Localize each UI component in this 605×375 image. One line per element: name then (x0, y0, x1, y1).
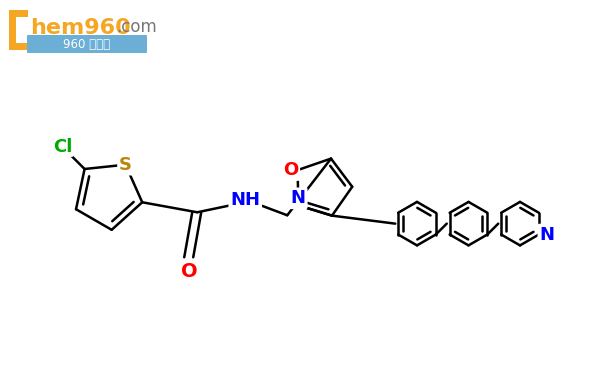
Text: .com: .com (116, 18, 157, 36)
Polygon shape (9, 10, 28, 50)
Text: NH: NH (231, 191, 260, 209)
Text: N: N (291, 189, 306, 207)
Text: O: O (283, 161, 298, 179)
Text: 960 化工网: 960 化工网 (64, 38, 111, 51)
Text: S: S (119, 156, 132, 174)
FancyBboxPatch shape (27, 35, 147, 53)
Text: O: O (181, 262, 198, 281)
Text: N: N (539, 225, 554, 243)
Text: hem960: hem960 (30, 18, 131, 38)
Text: Cl: Cl (53, 138, 72, 156)
